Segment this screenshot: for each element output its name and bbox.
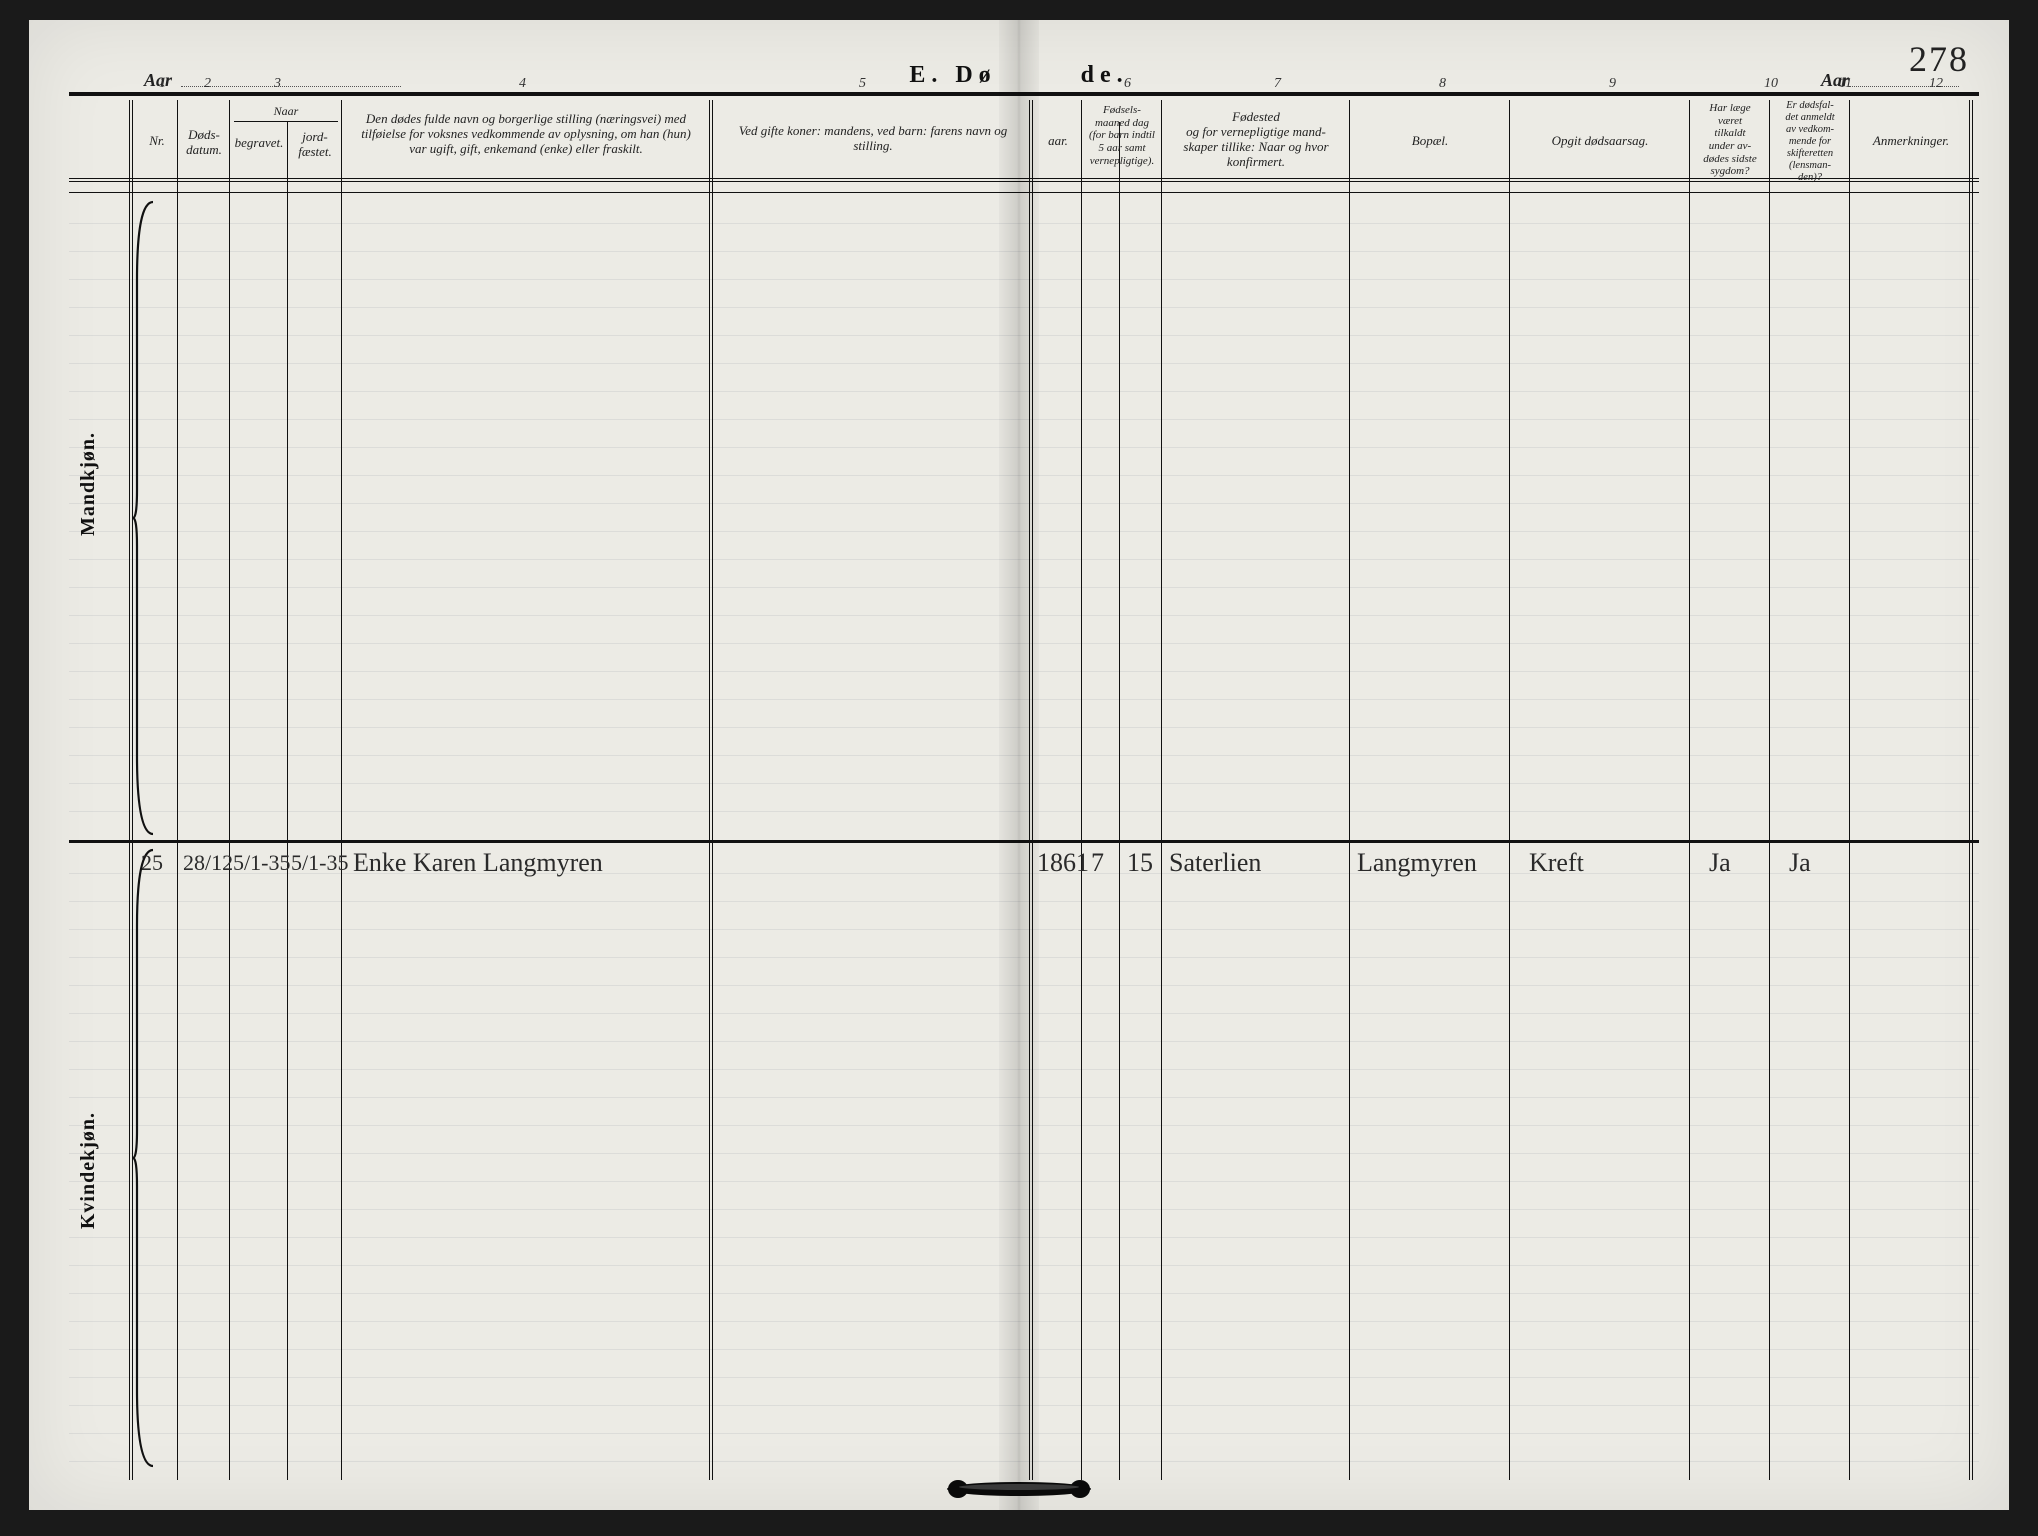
page-number: 278 bbox=[1909, 38, 1969, 80]
entry-nr: 25 bbox=[141, 850, 163, 876]
entry-fodested: Saterlien bbox=[1169, 848, 1261, 878]
ledger-page: 278 Aar Aar E. Dø de. 1 2 3 4 5 6 7 8 9 … bbox=[29, 20, 2009, 1510]
brace-male bbox=[133, 200, 155, 836]
vline-8 bbox=[1509, 100, 1510, 1480]
entry-dodsdatum: 28/12 bbox=[183, 850, 233, 876]
col-num-11: 11 bbox=[1839, 76, 1852, 92]
col-num-6: 6 bbox=[1124, 76, 1131, 92]
vline-5 bbox=[1029, 100, 1033, 1480]
brace-female bbox=[133, 848, 155, 1468]
rule-body-top bbox=[69, 192, 1979, 193]
vline-9 bbox=[1689, 100, 1690, 1480]
section-title: E. Dø de. bbox=[909, 62, 1128, 89]
year-label-left: Aar bbox=[144, 70, 172, 91]
head-naar: Naar bbox=[234, 104, 338, 122]
head-dodsfal: Er dødsfal- det anmeldt av vedkom- mende… bbox=[1771, 100, 1849, 184]
col-num-12: 12 bbox=[1929, 76, 1943, 92]
vline-2b bbox=[287, 122, 288, 1480]
head-dodsdatum: Døds- datum. bbox=[179, 128, 229, 158]
vline-6 bbox=[1161, 100, 1162, 1480]
rule-header-bottom bbox=[69, 178, 1979, 182]
head-fodested: Fødested og for vernepligtige mand- skap… bbox=[1165, 110, 1347, 170]
entry-dodsaarsag: Kreft bbox=[1529, 848, 1584, 878]
col-num-1: 1 bbox=[159, 76, 166, 92]
side-label-male: Mandkjøn. bbox=[77, 432, 100, 536]
book-clasp bbox=[944, 1476, 1094, 1502]
head-begravet: begravet. bbox=[231, 136, 287, 151]
ledger-grid: Nr. Døds- datum. Naar begravet. jord- fæ… bbox=[69, 92, 1979, 1480]
entry-anmeldt: Ja bbox=[1789, 848, 1811, 878]
vline-11 bbox=[1849, 100, 1850, 1480]
vline-4 bbox=[709, 100, 713, 1480]
head-aar: aar. bbox=[1037, 134, 1079, 149]
entry-aar: 1861 bbox=[1037, 848, 1089, 878]
vline-2 bbox=[229, 100, 230, 1480]
col-num-7: 7 bbox=[1274, 76, 1281, 92]
title-left: E. Dø bbox=[909, 62, 996, 88]
head-jordfestet: jord- fæstet. bbox=[289, 130, 341, 160]
col-num-9: 9 bbox=[1609, 76, 1616, 92]
entry-dag: 15 bbox=[1127, 848, 1153, 878]
year-line-left bbox=[181, 86, 401, 87]
vline-12 bbox=[1969, 100, 1973, 1480]
vline-6a bbox=[1081, 100, 1082, 1480]
vline-10 bbox=[1769, 100, 1770, 1480]
rule-gender-divider bbox=[69, 840, 1979, 843]
book-spread: 278 Aar Aar E. Dø de. 1 2 3 4 5 6 7 8 9 … bbox=[0, 0, 2038, 1536]
entry-maaned: 7 bbox=[1091, 848, 1104, 878]
vline-3 bbox=[341, 100, 342, 1480]
head-fulde-navn: Den dødes fulde navn og borgerlige still… bbox=[351, 112, 701, 157]
side-label-female: Kvindekjøn. bbox=[77, 1112, 100, 1229]
entry-navn: Enke Karen Langmyren bbox=[353, 848, 603, 878]
vline-6b bbox=[1119, 122, 1120, 1480]
head-gifte-koner: Ved gifte koner: mandens, ved barn: fare… bbox=[725, 124, 1021, 154]
col-num-4: 4 bbox=[519, 76, 526, 92]
col-num-5: 5 bbox=[859, 76, 866, 92]
col-num-8: 8 bbox=[1439, 76, 1446, 92]
head-nr: Nr. bbox=[139, 134, 175, 149]
ruled-lines-upper bbox=[69, 196, 1979, 836]
entry-lage: Ja bbox=[1709, 848, 1731, 878]
entry-jordfestet: 5/1-35 bbox=[291, 850, 348, 876]
title-right: de. bbox=[1081, 62, 1129, 88]
head-fodsels: Fødsels- maaned dag (for barn indtil 5 a… bbox=[1083, 104, 1161, 167]
vline-7 bbox=[1349, 100, 1350, 1480]
head-bopel: Bopæl. bbox=[1353, 134, 1507, 149]
col-num-10: 10 bbox=[1764, 76, 1778, 92]
col-num-3: 3 bbox=[274, 76, 281, 92]
entry-begravet: 5/1-35 bbox=[233, 850, 290, 876]
ruled-lines-lower bbox=[69, 846, 1979, 1480]
head-dodsaarsag: Opgit dødsaarsag. bbox=[1513, 134, 1687, 149]
vline-1 bbox=[177, 100, 178, 1480]
col-num-2: 2 bbox=[204, 76, 211, 92]
entry-bopel: Langmyren bbox=[1357, 848, 1477, 878]
head-har-lage: Har læge været tilkaldt under av- dødes … bbox=[1691, 102, 1769, 178]
rule-top bbox=[69, 92, 1979, 96]
head-anmerkninger: Anmerkninger. bbox=[1853, 134, 1969, 149]
